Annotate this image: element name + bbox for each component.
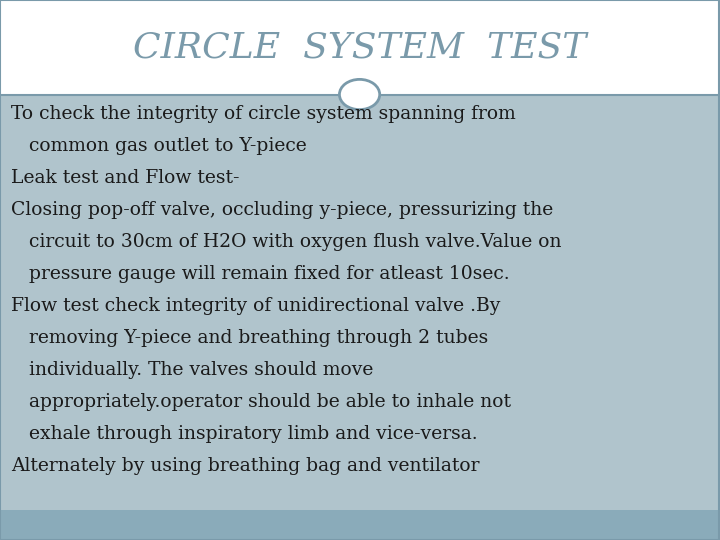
Text: appropriately.operator should be able to inhale not: appropriately.operator should be able to…	[11, 393, 510, 411]
Text: Leak test and Flow test-: Leak test and Flow test-	[11, 169, 239, 187]
Text: exhale through inspiratory limb and vice-versa.: exhale through inspiratory limb and vice…	[11, 425, 477, 443]
FancyBboxPatch shape	[0, 0, 719, 94]
Text: CIRCLE  SYSTEM  TEST: CIRCLE SYSTEM TEST	[133, 30, 586, 64]
Text: pressure gauge will remain fixed for atleast 10sec.: pressure gauge will remain fixed for atl…	[11, 265, 510, 283]
Text: circuit to 30cm of H2O with oxygen flush valve.Value on: circuit to 30cm of H2O with oxygen flush…	[11, 233, 562, 251]
Text: individually. The valves should move: individually. The valves should move	[11, 361, 373, 379]
Circle shape	[339, 79, 379, 110]
Text: Flow test check integrity of unidirectional valve .By: Flow test check integrity of unidirectio…	[11, 297, 500, 315]
Text: Closing pop-off valve, occluding y-piece, pressurizing the: Closing pop-off valve, occluding y-piece…	[11, 201, 553, 219]
Text: To check the integrity of circle system spanning from: To check the integrity of circle system …	[11, 105, 516, 123]
Text: removing Y-piece and breathing through 2 tubes: removing Y-piece and breathing through 2…	[11, 329, 488, 347]
Text: Alternately by using breathing bag and ventilator: Alternately by using breathing bag and v…	[11, 457, 480, 475]
FancyBboxPatch shape	[0, 510, 719, 540]
Text: common gas outlet to Y-piece: common gas outlet to Y-piece	[11, 137, 307, 156]
